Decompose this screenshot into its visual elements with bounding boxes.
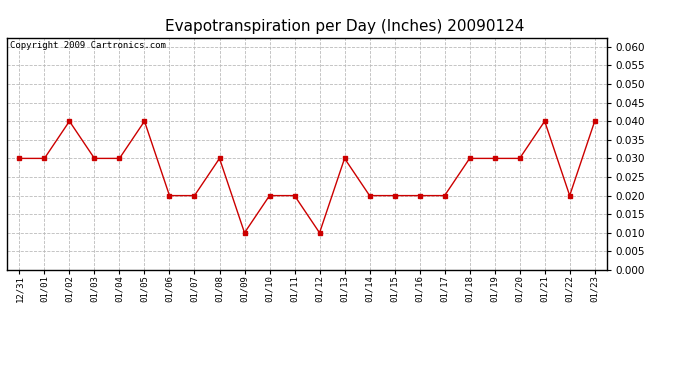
Text: Copyright 2009 Cartronics.com: Copyright 2009 Cartronics.com	[10, 41, 166, 50]
Text: Evapotranspiration per Day (Inches) 20090124: Evapotranspiration per Day (Inches) 2009…	[166, 19, 524, 34]
